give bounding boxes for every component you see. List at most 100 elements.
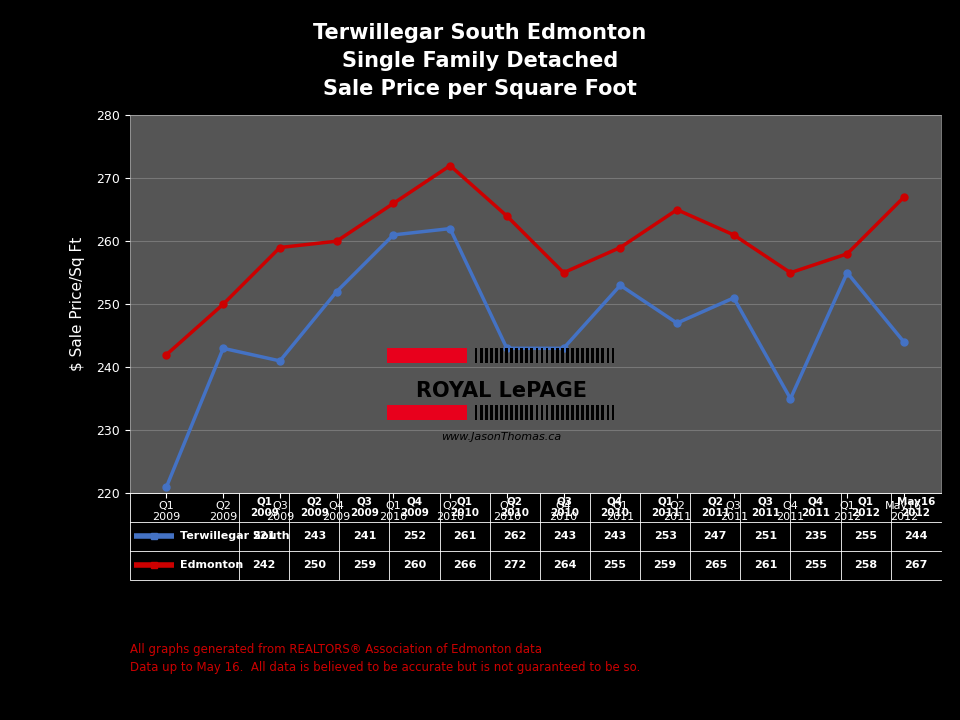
Text: Q4
2010: Q4 2010 (601, 497, 630, 518)
Bar (607, 405, 610, 420)
Text: 259: 259 (654, 560, 677, 570)
Bar (571, 405, 574, 420)
Text: 243: 243 (604, 531, 627, 541)
Bar (566, 348, 568, 363)
Bar (587, 348, 589, 363)
Bar (495, 405, 498, 420)
Text: Terwillegar South: Terwillegar South (180, 531, 290, 541)
Text: Q4
2009: Q4 2009 (400, 497, 429, 518)
Text: 251: 251 (754, 531, 777, 541)
Text: All graphs generated from REALTORS® Association of Edmonton data
Data up to May : All graphs generated from REALTORS® Asso… (130, 643, 640, 675)
Text: 261: 261 (453, 531, 476, 541)
Text: Q4
2011: Q4 2011 (801, 497, 830, 518)
Bar (510, 405, 513, 420)
Bar (505, 405, 508, 420)
Bar (474, 405, 477, 420)
Text: www.JasonThomas.ca: www.JasonThomas.ca (442, 432, 562, 442)
Bar (520, 348, 523, 363)
Text: 259: 259 (352, 560, 376, 570)
Text: 265: 265 (704, 560, 727, 570)
Text: 255: 255 (604, 560, 627, 570)
Text: 247: 247 (704, 531, 727, 541)
Bar (576, 348, 579, 363)
Bar (602, 348, 604, 363)
Text: 258: 258 (854, 560, 877, 570)
Bar (495, 348, 498, 363)
Bar (510, 348, 513, 363)
Bar (474, 348, 477, 363)
Text: 250: 250 (302, 560, 325, 570)
Text: 241: 241 (352, 531, 376, 541)
Bar (540, 348, 543, 363)
Bar (591, 348, 594, 363)
Text: 221: 221 (252, 531, 276, 541)
Text: 266: 266 (453, 560, 476, 570)
Bar (556, 405, 559, 420)
Text: 262: 262 (503, 531, 526, 541)
Text: Q1
2012: Q1 2012 (852, 497, 880, 518)
Text: Q1
2009: Q1 2009 (250, 497, 278, 518)
Bar (612, 405, 614, 420)
Text: 261: 261 (754, 560, 777, 570)
Bar (540, 405, 543, 420)
Bar (485, 405, 488, 420)
Bar (545, 405, 548, 420)
Bar (500, 405, 503, 420)
Bar (505, 348, 508, 363)
Text: Q3
2010: Q3 2010 (550, 497, 580, 518)
Text: 255: 255 (804, 560, 827, 570)
Bar (516, 405, 518, 420)
Text: 260: 260 (403, 560, 426, 570)
Bar (387, 348, 468, 363)
Bar (531, 405, 533, 420)
Text: Terwillegar South Edmonton
Single Family Detached
Sale Price per Square Foot: Terwillegar South Edmonton Single Family… (313, 23, 647, 99)
Bar (561, 405, 564, 420)
Text: 244: 244 (904, 531, 927, 541)
Bar (387, 405, 468, 420)
Text: 243: 243 (553, 531, 577, 541)
Bar (485, 348, 488, 363)
Text: May16
2012: May16 2012 (897, 497, 935, 518)
Bar (576, 405, 579, 420)
Bar (536, 405, 539, 420)
Bar (612, 348, 614, 363)
Bar (561, 348, 564, 363)
Bar (516, 348, 518, 363)
Text: 253: 253 (654, 531, 677, 541)
Bar (480, 348, 483, 363)
Bar (490, 405, 492, 420)
Text: ROYAL LePAGE: ROYAL LePAGE (416, 381, 588, 400)
Bar (525, 348, 528, 363)
Text: 255: 255 (854, 531, 877, 541)
Text: 264: 264 (553, 560, 577, 570)
Text: Q2
2010: Q2 2010 (500, 497, 529, 518)
Bar (480, 405, 483, 420)
Bar (551, 405, 554, 420)
Bar (531, 348, 533, 363)
Bar (596, 348, 599, 363)
Bar (596, 405, 599, 420)
Bar (556, 348, 559, 363)
Bar (607, 348, 610, 363)
Text: Q3
2009: Q3 2009 (350, 497, 379, 518)
Bar (490, 348, 492, 363)
Text: Q1
2010: Q1 2010 (450, 497, 479, 518)
Bar (581, 405, 584, 420)
Text: Q1
2011: Q1 2011 (651, 497, 680, 518)
Text: 243: 243 (302, 531, 325, 541)
Text: 235: 235 (804, 531, 827, 541)
Bar (587, 405, 589, 420)
Bar (525, 405, 528, 420)
Bar (536, 348, 539, 363)
Bar (500, 348, 503, 363)
Text: 267: 267 (904, 560, 927, 570)
Text: 242: 242 (252, 560, 276, 570)
Bar (545, 348, 548, 363)
Bar (520, 405, 523, 420)
Text: Edmonton: Edmonton (180, 560, 243, 570)
Bar (591, 405, 594, 420)
Text: Q3
2011: Q3 2011 (751, 497, 780, 518)
Text: Q2
2011: Q2 2011 (701, 497, 730, 518)
Bar (551, 348, 554, 363)
Text: Q2
2009: Q2 2009 (300, 497, 328, 518)
